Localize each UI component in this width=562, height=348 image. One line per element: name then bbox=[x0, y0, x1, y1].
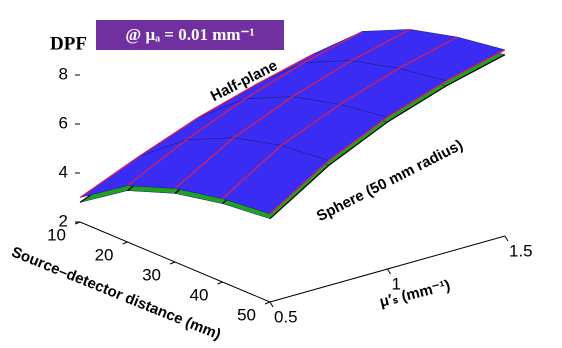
surface-line bbox=[79, 52, 316, 198]
surface-line bbox=[222, 36, 458, 200]
surface-line bbox=[269, 54, 506, 220]
y-tick bbox=[387, 268, 391, 275]
x-tick bbox=[169, 261, 176, 265]
y-tick-label: 0.5 bbox=[274, 307, 298, 326]
x-tick-label: 30 bbox=[142, 265, 161, 284]
y-tick-label: 1 bbox=[392, 274, 401, 293]
surface-line bbox=[174, 28, 411, 189]
x-tick bbox=[217, 281, 223, 285]
x-tick-label: 10 bbox=[47, 225, 66, 244]
x-tick bbox=[74, 221, 81, 225]
x-tick bbox=[122, 241, 128, 245]
x-tick bbox=[264, 301, 271, 305]
z-tick-label: 2 bbox=[59, 211, 68, 230]
surface-line bbox=[127, 30, 363, 187]
x-tick-label: 40 bbox=[190, 285, 209, 304]
x-tick-label: 20 bbox=[95, 245, 114, 264]
y-tick-label: 1.5 bbox=[509, 241, 533, 260]
surface-line bbox=[269, 49, 506, 215]
axes-front: 2 4 6 8 10 20 30 40 50 0.5 1 1.5 bbox=[47, 64, 533, 326]
y-axis-label: μ′ₛ (mm⁻¹) bbox=[378, 277, 452, 311]
annotation: @ μₐ = 0.01 mm⁻¹ bbox=[125, 25, 254, 44]
y-tick bbox=[269, 301, 274, 308]
z-tick-label: 4 bbox=[59, 162, 68, 181]
z-tick-label: 8 bbox=[59, 64, 68, 83]
y-tick bbox=[504, 235, 509, 242]
z-axis-label: DPF bbox=[50, 33, 87, 54]
z-tick-label: 6 bbox=[59, 113, 68, 132]
surfaces bbox=[79, 28, 506, 220]
annotation-box bbox=[96, 20, 284, 50]
x-tick-label: 50 bbox=[237, 305, 256, 324]
